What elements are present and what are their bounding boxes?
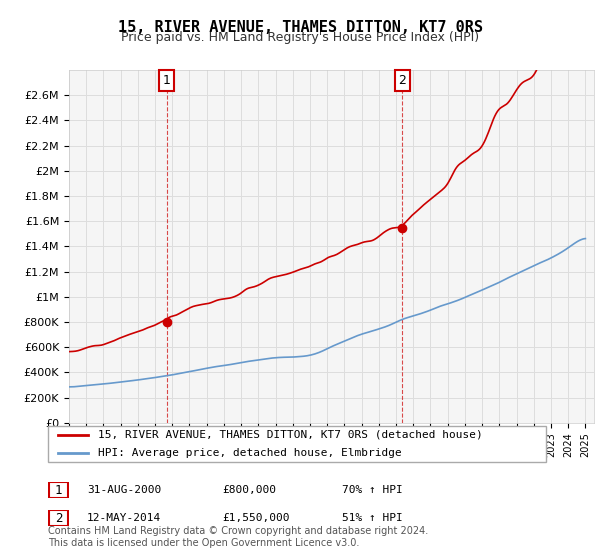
Text: 15, RIVER AVENUE, THAMES DITTON, KT7 0RS: 15, RIVER AVENUE, THAMES DITTON, KT7 0RS [118, 20, 482, 35]
Text: 2: 2 [55, 511, 62, 525]
FancyBboxPatch shape [49, 482, 68, 497]
FancyBboxPatch shape [48, 426, 546, 462]
Text: 12-MAY-2014: 12-MAY-2014 [87, 513, 161, 523]
Text: 1: 1 [163, 74, 170, 87]
Text: 31-AUG-2000: 31-AUG-2000 [87, 485, 161, 495]
Text: 51% ↑ HPI: 51% ↑ HPI [342, 513, 403, 523]
Text: 15, RIVER AVENUE, THAMES DITTON, KT7 0RS (detached house): 15, RIVER AVENUE, THAMES DITTON, KT7 0RS… [98, 430, 482, 440]
Text: Price paid vs. HM Land Registry's House Price Index (HPI): Price paid vs. HM Land Registry's House … [121, 31, 479, 44]
Text: Contains HM Land Registry data © Crown copyright and database right 2024.
This d: Contains HM Land Registry data © Crown c… [48, 526, 428, 548]
Text: £1,550,000: £1,550,000 [222, 513, 290, 523]
Text: £800,000: £800,000 [222, 485, 276, 495]
Text: HPI: Average price, detached house, Elmbridge: HPI: Average price, detached house, Elmb… [98, 448, 401, 458]
Text: 1: 1 [55, 483, 62, 497]
Text: 2: 2 [398, 74, 406, 87]
Text: 70% ↑ HPI: 70% ↑ HPI [342, 485, 403, 495]
FancyBboxPatch shape [49, 511, 68, 525]
